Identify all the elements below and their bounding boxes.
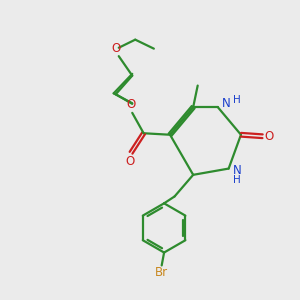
Text: N: N	[222, 97, 231, 110]
Text: O: O	[112, 42, 121, 55]
Text: O: O	[126, 98, 135, 111]
Text: Br: Br	[155, 266, 168, 279]
Text: H: H	[232, 95, 240, 105]
Text: N: N	[233, 164, 242, 178]
Text: O: O	[125, 154, 134, 168]
Text: H: H	[233, 175, 241, 185]
Text: O: O	[265, 130, 274, 143]
